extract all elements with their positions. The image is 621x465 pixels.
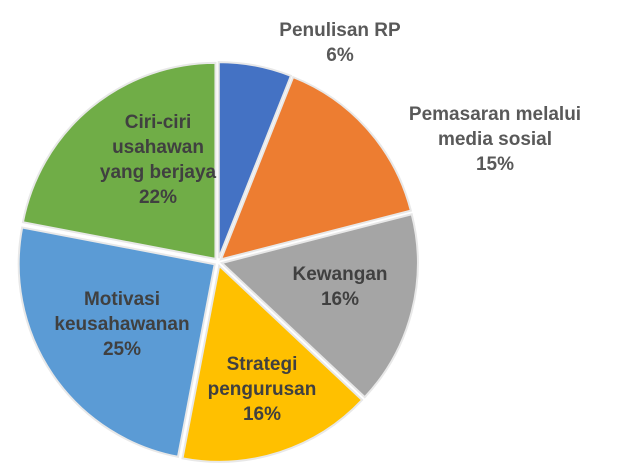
pie-slice xyxy=(17,226,216,458)
value-label: 6% xyxy=(326,45,354,66)
pie-slice xyxy=(219,75,413,261)
category-name: Strategi pengurusan xyxy=(207,354,317,400)
slice-label: Pemasaran melalui media sosial 15% xyxy=(388,102,603,177)
pie-slice xyxy=(21,61,217,261)
slice-label: Ciri-ciri usahawan yang berjaya 22% xyxy=(89,110,227,210)
pie-slice xyxy=(217,61,293,259)
pie-slice xyxy=(181,263,364,463)
value-label: 16% xyxy=(242,404,282,425)
slice-label: Kewangan 16% xyxy=(265,262,415,312)
slice-label: Penulisan RP 6% xyxy=(240,18,440,68)
slice-label: Motivasi keusahawanan 25% xyxy=(30,287,215,362)
category-name: Ciri-ciri usahawan yang berjaya xyxy=(99,112,217,183)
value-label: 22% xyxy=(138,187,178,208)
category-name: Pemasaran melalui media sosial xyxy=(408,104,582,150)
slice-label: Strategi pengurusan 16% xyxy=(192,352,332,427)
value-label: 25% xyxy=(102,339,142,360)
category-name: Kewangan xyxy=(292,264,388,285)
category-name: Penulisan RP xyxy=(279,20,401,41)
value-label: 16% xyxy=(320,289,360,310)
value-label: 15% xyxy=(475,154,515,175)
category-name: Motivasi keusahawanan xyxy=(54,289,190,335)
pie-slice xyxy=(219,213,419,399)
